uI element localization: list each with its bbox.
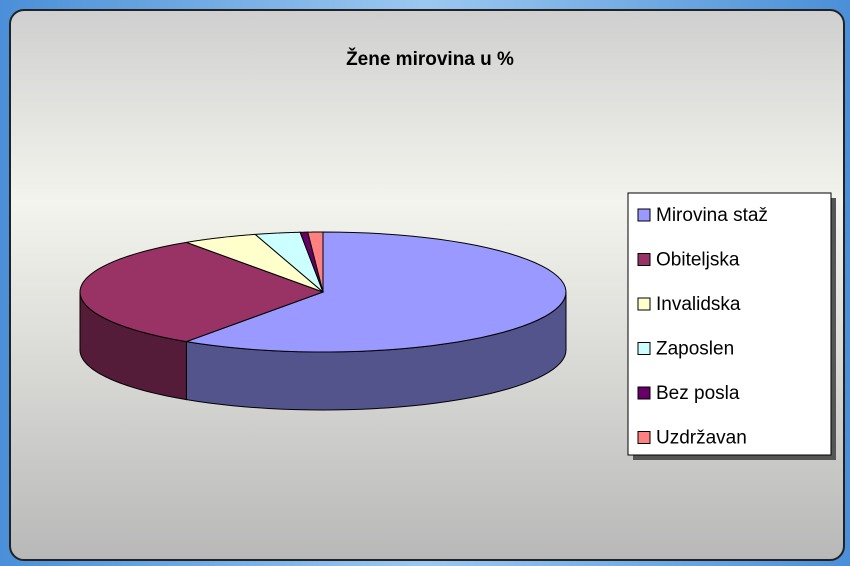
legend-label: Mirovina staž: [656, 205, 768, 226]
legend-label: Obiteljska: [656, 250, 740, 271]
legend-swatch: [637, 297, 651, 311]
slice: [186, 231, 567, 353]
legend-label: Invalidska: [656, 294, 741, 315]
legend-swatch: [637, 431, 651, 444]
legend-label: Bez posla: [656, 383, 740, 404]
slice: [184, 233, 324, 293]
legend-swatch: [637, 386, 651, 400]
slice: [307, 231, 324, 293]
slice: [299, 231, 324, 293]
chart-title: Žene mirovina u %: [346, 48, 514, 70]
legend-label: Uzdržavan: [656, 428, 747, 449]
legend: [627, 192, 832, 456]
legend-swatch: [637, 342, 651, 355]
slice: [253, 231, 324, 293]
legend-swatch: [637, 253, 651, 266]
legend-label: Zaposlen: [656, 339, 734, 360]
slice: [79, 241, 325, 343]
legend-swatch: [637, 208, 651, 222]
